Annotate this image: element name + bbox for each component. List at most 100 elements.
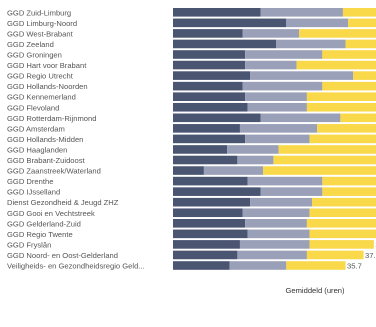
bar-segment [173,71,251,80]
bar-segment [348,18,376,28]
bar-segment [309,229,376,239]
bar-segment [299,29,376,38]
bar-segment [306,219,376,228]
category-label: GGD Fryslân [7,240,51,249]
bar-segment [245,134,310,144]
bar-segment [229,261,287,270]
category-label: GGD Rotterdam-Rijnmond [7,114,96,123]
bar-segment [173,229,248,239]
bar-segment [260,187,323,196]
category-label: GGD Zuid-Limburg [7,8,71,17]
bar-segment [173,50,246,59]
category-label: GGD West-Brabant [7,29,74,38]
bar-segment [173,39,276,49]
bar-segment [312,197,376,207]
bar-segment [353,71,376,80]
category-label: GGD Hollands-Noorden [7,82,88,91]
category-label: GGD Gooi en Vechtstreek [7,209,95,218]
category-label: GGD Zaanstreek/Waterland [7,167,101,176]
bar-segment [173,29,243,38]
value-label: 35.7 [347,262,362,271]
bar-segment [242,208,310,218]
category-label: GGD Regio Twente [7,230,73,239]
bar-segment [173,124,240,133]
bar-segment [309,240,374,249]
bar-segment [322,187,376,196]
bar-segment [173,219,246,228]
bar-segment [242,81,323,91]
bar-segment [317,124,376,133]
bar-segment [173,187,261,196]
category-label: GGD Flevoland [7,103,59,112]
bar-segment [173,92,246,101]
bar-segment [345,39,376,49]
category-label: Veiligheids- en Gezondheidsregio Geld... [7,262,145,271]
bar-segment [173,81,243,91]
bar-segment [247,229,310,239]
category-label: Dienst Gezondheid & Jeugd ZHZ [7,198,119,207]
category-label: GGD Noord- en Oost-Gelderland [7,251,118,260]
bar-segment [296,60,376,70]
bar-segment [309,208,376,218]
bar-segment [173,8,261,17]
bar-segment [306,102,376,112]
bar-segment [306,92,376,101]
bar-segment [286,18,349,28]
bar-segment [309,134,376,144]
category-label: GGD Gelderland-Zuid [7,219,81,228]
bar-segment [173,250,238,260]
category-label: GGD Hart voor Brabant [7,61,87,70]
x-axis-title: Gemiddeld (uren) [285,286,345,295]
category-label: GGD Amsterdam [7,124,65,133]
bar-segment [173,134,246,144]
bar-segment [227,145,279,154]
bar-segment [173,145,228,154]
bar-segment [245,219,307,228]
bar-segment [322,176,376,186]
bar-segment [286,261,346,270]
category-label: GGD Hollands-Midden [7,135,83,144]
bar-segment [306,250,364,260]
bar-segment [237,250,307,260]
bar-segment [278,145,376,154]
bar-segment [173,208,243,218]
bar-segment [173,197,251,207]
category-label: GGD Groningen [7,51,62,60]
bar-segment [260,8,343,17]
bar-segment [173,18,287,28]
bar-segment [245,50,323,59]
bar-segment [247,176,323,186]
bar-segment [342,8,376,17]
bar-segment [263,166,376,175]
bar-segment [173,176,248,186]
bar-segment [247,102,307,112]
category-label: GGD Zeeland [7,40,54,49]
bar-segment [173,261,230,270]
bar-segment [250,197,313,207]
bar-segment [340,113,376,123]
bar-segment [239,124,318,133]
bar-segment [245,60,297,70]
category-label: GGD IJsselland [7,188,60,197]
bar-segment [239,240,310,249]
bar-segment [245,92,307,101]
bar-segment [322,81,376,91]
bar-segment [173,102,248,112]
category-label: GGD Limburg-Noord [7,19,77,28]
bar-segment [203,166,264,175]
category-label: GGD Regio Utrecht [7,72,74,81]
bar-segment [173,166,204,175]
bar-segment [237,155,274,165]
bar-segment [273,155,376,165]
bar-segment [322,50,376,59]
bar-segment [173,240,240,249]
bar-segment [250,71,354,80]
bar-segment [242,29,300,38]
bar-segment [173,113,261,123]
bar-segment [173,60,246,70]
category-label: GGD Drenthe [7,177,53,186]
category-label: GGD Haaglanden [7,145,67,154]
bar-segment [173,155,238,165]
